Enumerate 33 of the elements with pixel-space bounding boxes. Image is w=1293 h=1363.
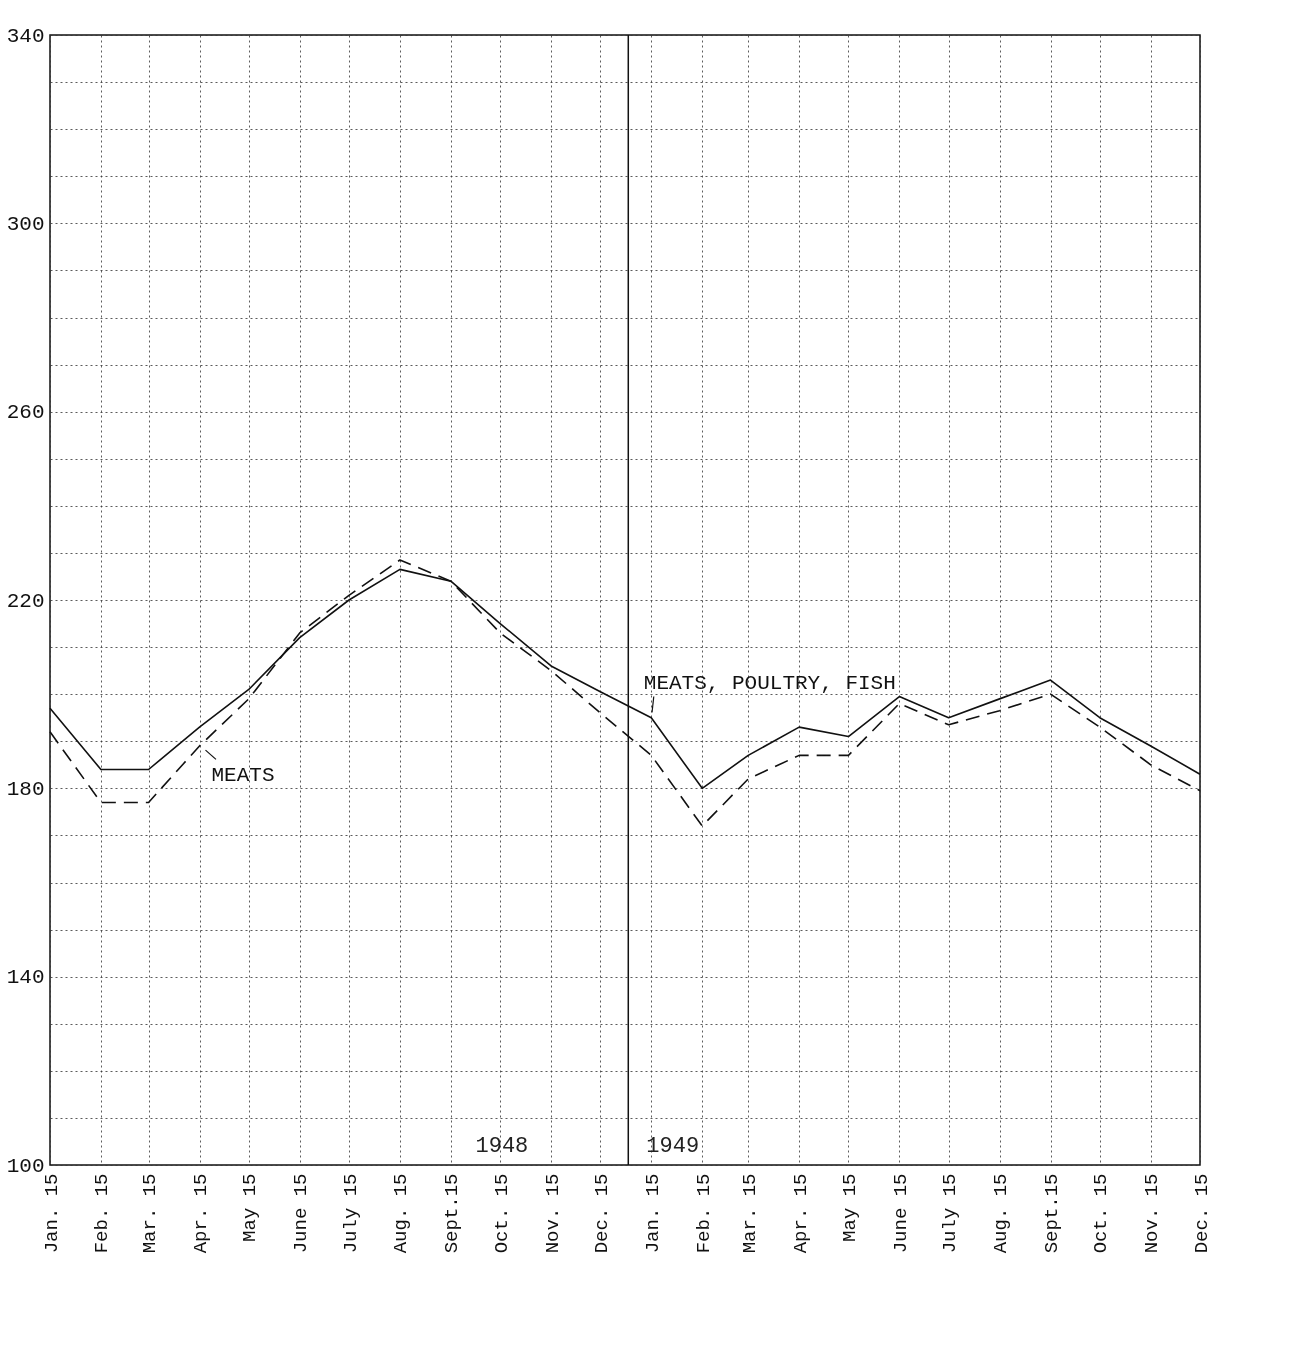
y-tick-label: 180 xyxy=(6,777,45,801)
x-tick-label: Feb. 15 xyxy=(91,1173,114,1254)
x-tick-label: Mar. 15 xyxy=(139,1173,162,1254)
x-tick-label: Aug. 15 xyxy=(390,1173,413,1254)
x-tick-label: Feb. 15 xyxy=(692,1173,715,1254)
x-tick-label: Sept.15 xyxy=(441,1173,464,1254)
x-tick-label: Aug. 15 xyxy=(990,1173,1013,1254)
legend-label: MEATS xyxy=(211,764,275,788)
y-tick-label: 340 xyxy=(6,24,45,48)
x-tick-label: Mar. 15 xyxy=(738,1173,761,1254)
x-tick-label: Oct. 15 xyxy=(490,1173,513,1254)
x-tick-label: June 15 xyxy=(290,1173,313,1254)
y-tick-label: 220 xyxy=(6,589,45,613)
annotation: 1949 xyxy=(646,1134,700,1159)
y-tick-label: 300 xyxy=(6,212,45,236)
y-tick-label: 260 xyxy=(6,401,45,425)
annotation: 1948 xyxy=(475,1134,529,1159)
x-tick-label: Nov. 15 xyxy=(541,1173,564,1254)
x-tick-label: July 15 xyxy=(339,1173,362,1254)
x-tick-label: Dec. 15 xyxy=(1190,1173,1213,1254)
x-tick-label: Nov. 15 xyxy=(1141,1173,1164,1254)
series-label: MEATS, POULTRY, FISH xyxy=(643,671,896,695)
x-tick-label: Dec. 15 xyxy=(590,1173,613,1254)
x-tick-label: Oct. 15 xyxy=(1090,1173,1113,1254)
x-tick-label: June 15 xyxy=(889,1173,912,1254)
x-tick-label: July 15 xyxy=(939,1173,962,1254)
x-tick-label: Sept.15 xyxy=(1041,1173,1063,1254)
x-tick-label: May 15 xyxy=(838,1173,861,1242)
x-tick-label: Jan. 15 xyxy=(641,1173,664,1254)
y-tick-label: 140 xyxy=(6,966,45,990)
x-tick-label: May 15 xyxy=(239,1173,262,1242)
x-tick-label: Apr. 15 xyxy=(190,1173,212,1254)
x-tick-label: Apr. 15 xyxy=(789,1173,812,1254)
